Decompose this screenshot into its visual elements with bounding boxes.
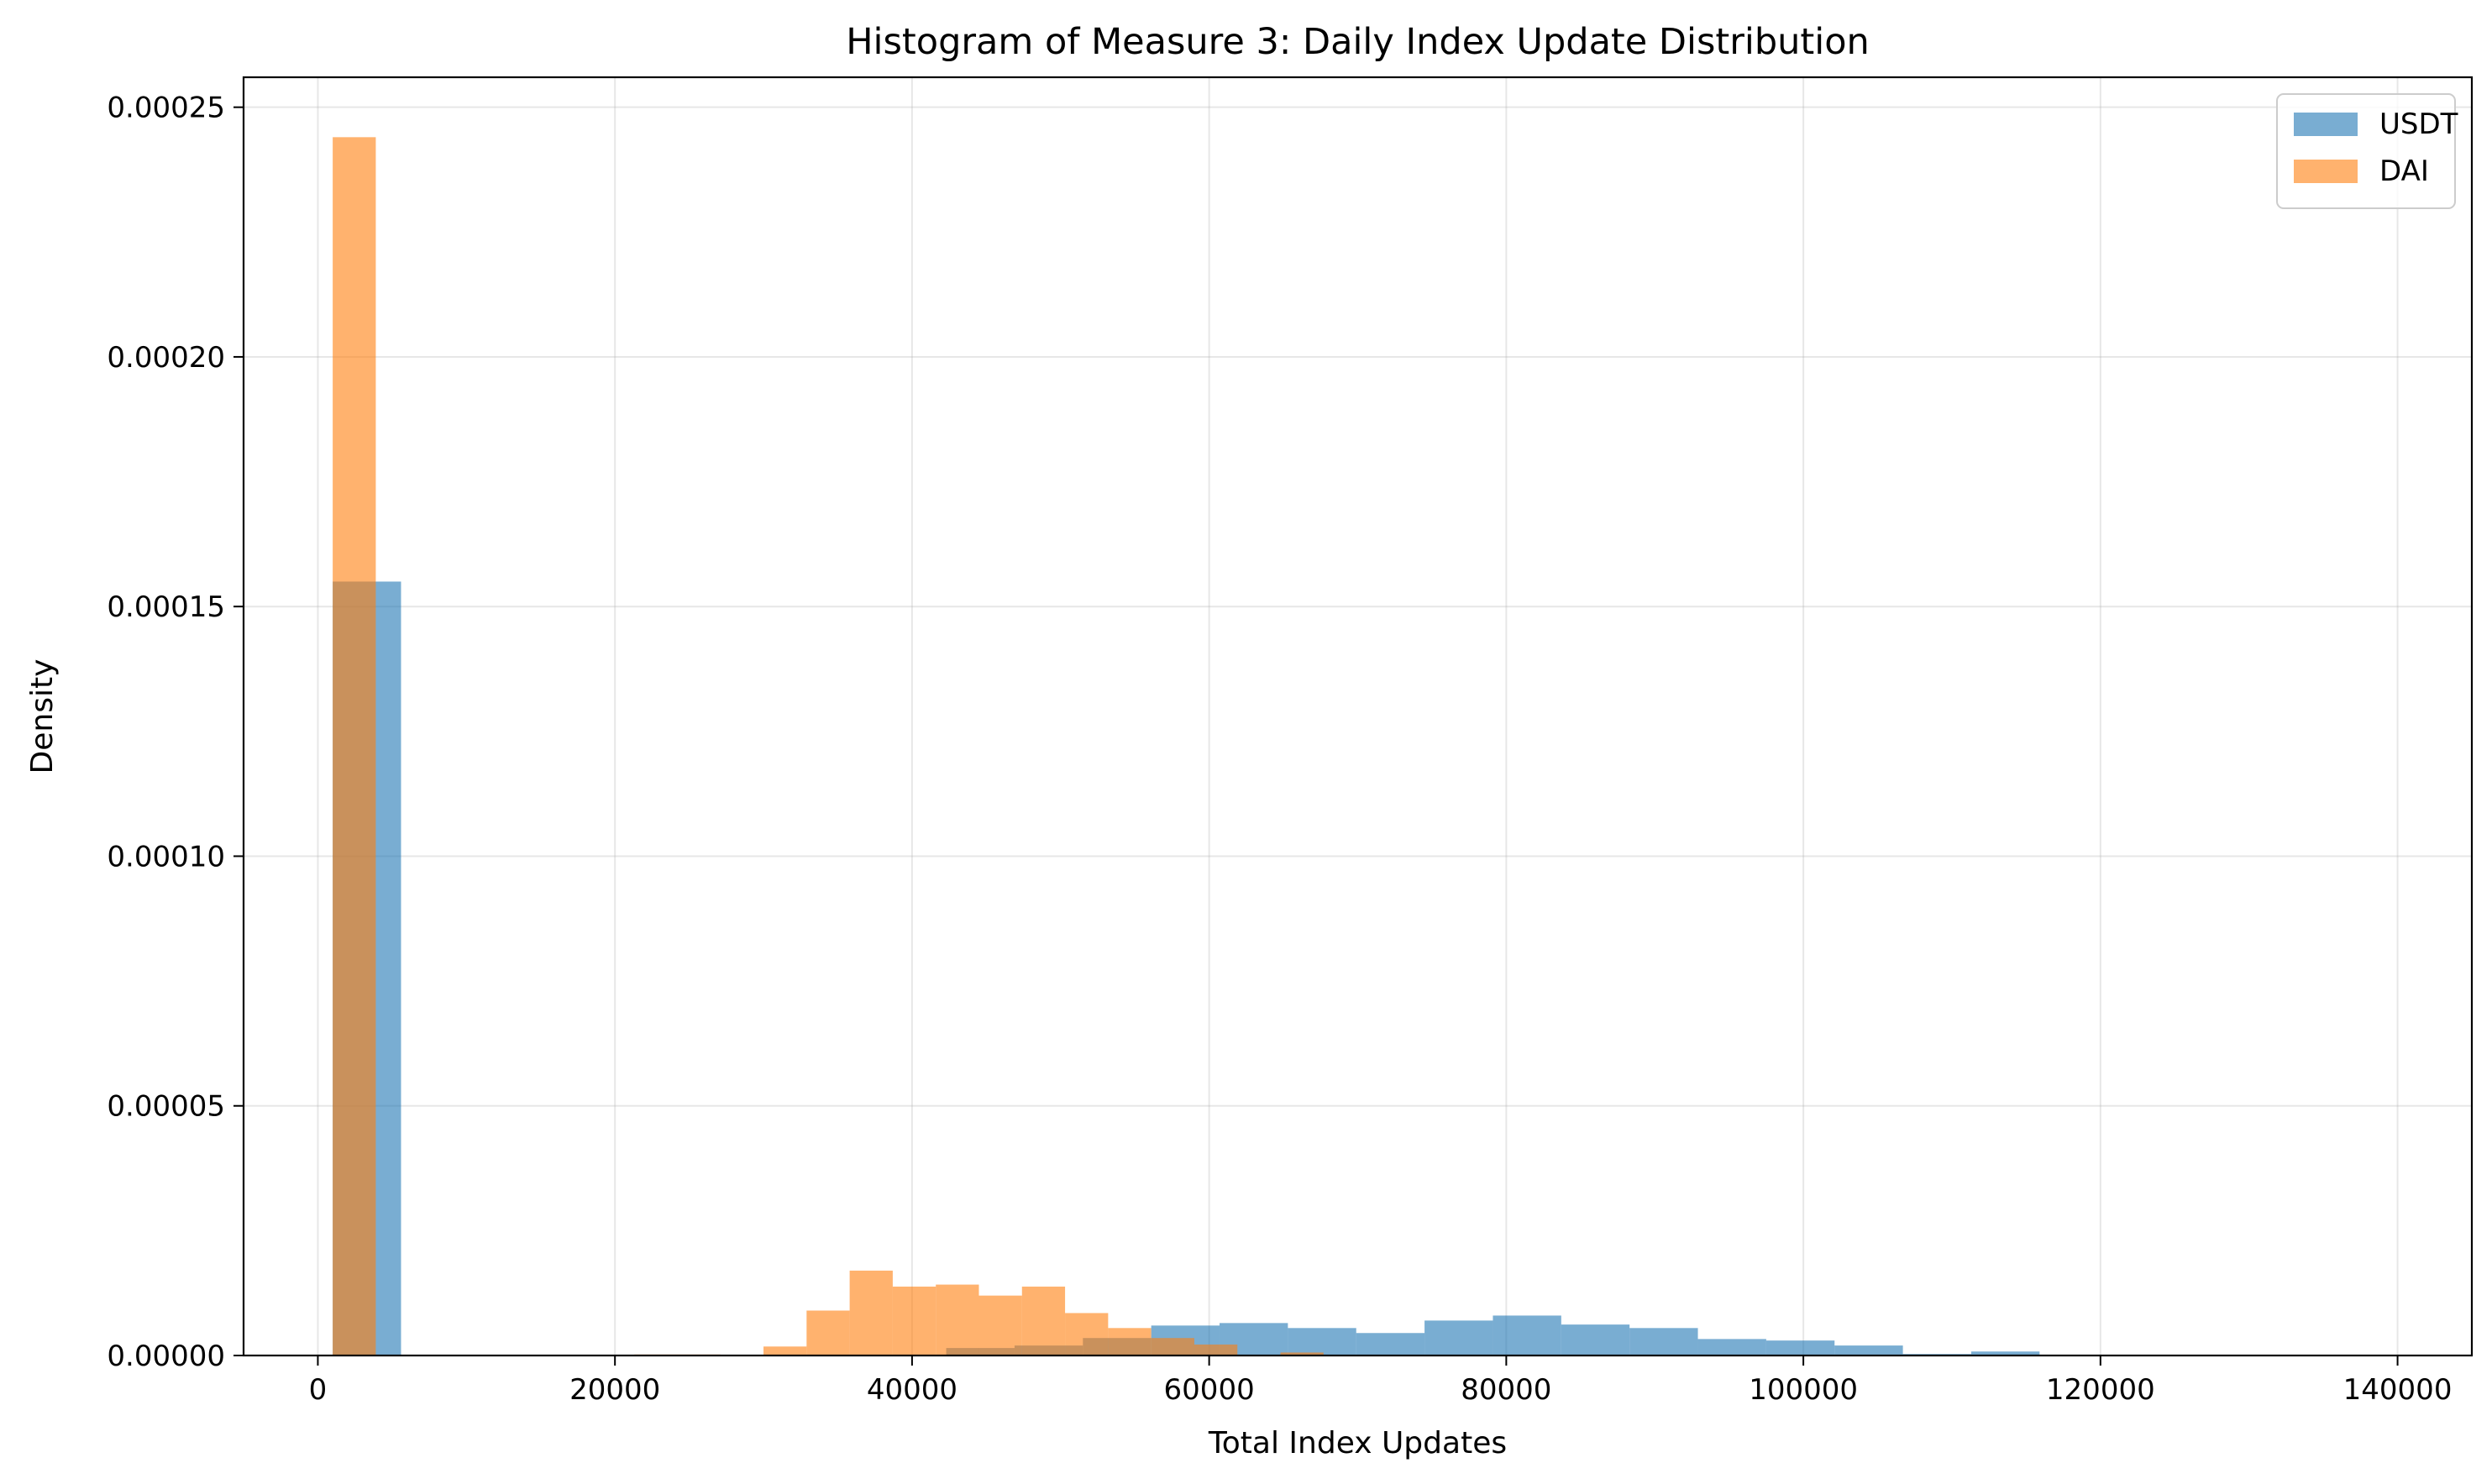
y-tick-label-4: 0.00020 (107, 341, 225, 375)
histogram-bars (333, 137, 2040, 1356)
legend-label-dai: DAI (2379, 155, 2429, 188)
usdt-bar-13 (1765, 1340, 1835, 1356)
x-tick-label-5: 100000 (1749, 1373, 1858, 1407)
usdt-bar-14 (1834, 1345, 1903, 1356)
x-tick-label-3: 60000 (1164, 1373, 1255, 1407)
dai-bar-8 (978, 1295, 1022, 1356)
dai-bar-5 (849, 1270, 893, 1356)
plot-frame (242, 76, 2474, 1357)
y-tick-label-2: 0.00010 (107, 840, 225, 873)
dai-bar-6 (892, 1286, 936, 1356)
usdt-bar-10 (1561, 1324, 1630, 1356)
y-tick-label-3: 0.00015 (107, 590, 225, 624)
x-tick-label-1: 20000 (569, 1373, 660, 1407)
dai-bar-12 (1151, 1338, 1194, 1356)
usdt-bar-11 (1629, 1328, 1698, 1356)
usdt-bar-8 (1424, 1320, 1493, 1356)
x-tick-label-2: 40000 (867, 1373, 957, 1407)
dai-bar-11 (1108, 1328, 1152, 1356)
dai-bar-4 (806, 1310, 850, 1356)
legend: USDT DAI (2276, 93, 2458, 209)
y-tick-label-5: 0.00025 (107, 92, 225, 125)
y-tick-label-0: 0.00000 (107, 1340, 225, 1373)
y-axis-ticks: 0.00000 0.00005 0.00010 0.00015 0.00020 0.000… (107, 92, 244, 1373)
usdt-bar-7 (1356, 1333, 1425, 1356)
dai-bar-14 (1280, 1352, 1324, 1356)
usdt-bar-12 (1697, 1339, 1766, 1356)
legend-swatch-usdt (2294, 113, 2358, 136)
dai-bar-9 (1021, 1286, 1066, 1356)
y-axis-label: Density (25, 659, 60, 774)
dai-bar-13 (1194, 1344, 1238, 1356)
legend-swatch-dai (2294, 160, 2358, 183)
x-tick-label-6: 120000 (2046, 1373, 2155, 1407)
x-tick-label-0: 0 (309, 1373, 328, 1407)
usdt-bar-16 (1970, 1351, 2040, 1356)
x-axis-ticks: 0 20000 40000 60000 80000 100000 120000 140000 (309, 1356, 2453, 1407)
dai-bar-7 (936, 1284, 979, 1356)
dai-bar-0 (333, 137, 376, 1356)
y-tick-label-1: 0.00005 (107, 1090, 225, 1124)
x-axis-label: Total Index Updates (1208, 1426, 1507, 1460)
dai-bar-10 (1065, 1313, 1109, 1356)
x-tick-label-4: 80000 (1461, 1373, 1551, 1407)
usdt-bar-9 (1493, 1315, 1561, 1356)
x-tick-label-7: 140000 (2343, 1373, 2453, 1407)
chart-title: Histogram of Measure 3: Daily Index Upda… (846, 21, 1870, 63)
dai-bar-3 (763, 1346, 807, 1356)
usdt-bar-6 (1288, 1328, 1356, 1356)
series-dai (333, 137, 1324, 1356)
legend-label-usdt: USDT (2379, 107, 2458, 141)
